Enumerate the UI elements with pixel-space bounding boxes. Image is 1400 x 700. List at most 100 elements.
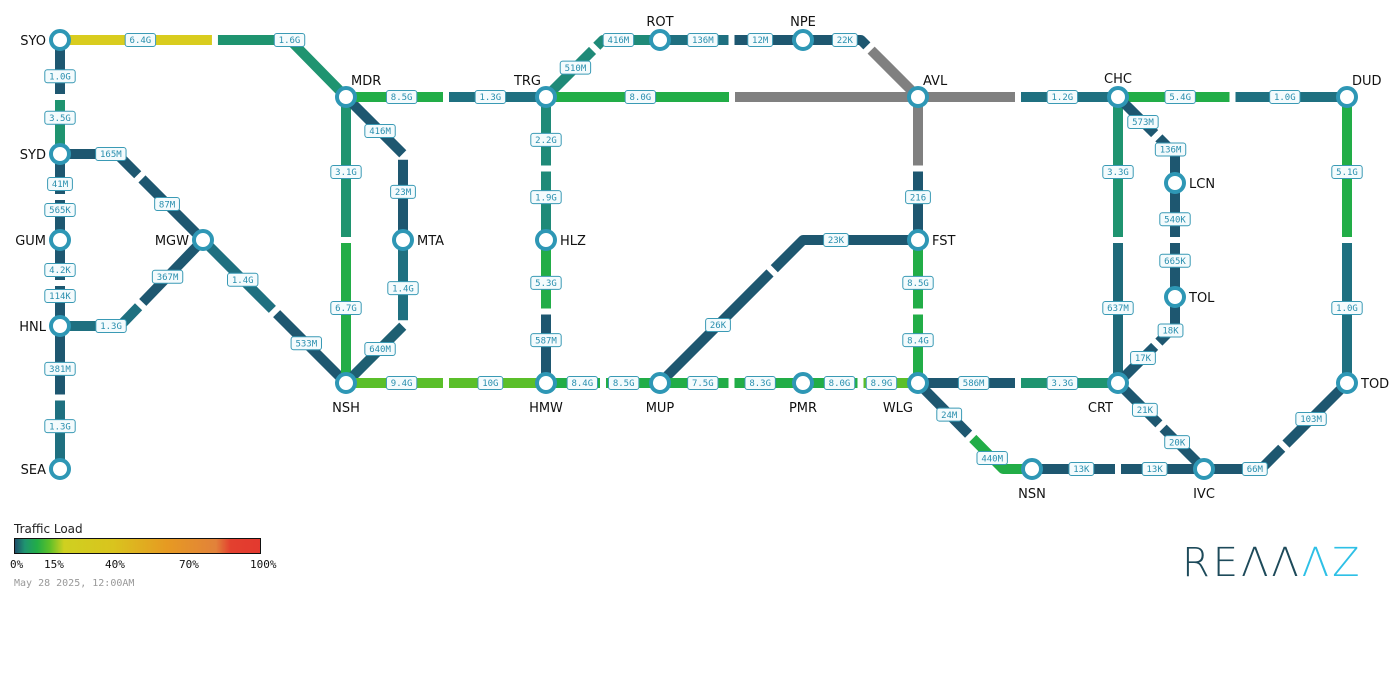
link-NPE-AVL-half-1[interactable]: [867, 46, 922, 101]
node-dud[interactable]: DUD: [1336, 74, 1382, 108]
link-label-box: [1331, 301, 1363, 315]
link-label-box: [44, 289, 76, 303]
node-circle[interactable]: [1193, 458, 1215, 480]
node-circle[interactable]: [649, 372, 671, 394]
link-label-box: [976, 451, 1008, 466]
link-label-text: 8.0G: [829, 379, 851, 389]
link-label: 3.1G: [330, 165, 362, 179]
node-circle[interactable]: [49, 229, 71, 251]
node-pmr[interactable]: PMR: [789, 372, 817, 416]
node-circle[interactable]: [1164, 286, 1186, 308]
node-label: SYO: [20, 34, 46, 49]
link-label-box: [1046, 90, 1079, 104]
node-label: IVC: [1193, 487, 1215, 502]
node-circle[interactable]: [907, 372, 929, 394]
node-circle[interactable]: [907, 229, 929, 251]
node-lcn[interactable]: LCN: [1164, 172, 1215, 194]
link-NPE-AVL-half-0[interactable]: [803, 35, 871, 50]
link-label-text: 533M: [295, 339, 317, 349]
node-sea[interactable]: SEA: [21, 458, 71, 480]
node-circle[interactable]: [792, 372, 814, 394]
node-mdr[interactable]: MDR: [335, 74, 381, 108]
node-nsn[interactable]: NSN: [1018, 458, 1046, 502]
node-circle[interactable]: [535, 372, 557, 394]
link-label: 381M: [44, 361, 76, 376]
link-label-box: [1131, 402, 1158, 417]
link-label-box: [530, 275, 562, 290]
node-circle[interactable]: [335, 86, 357, 108]
node-avl[interactable]: AVL: [907, 74, 948, 108]
node-circle[interactable]: [649, 29, 671, 51]
node-ivc[interactable]: IVC: [1193, 458, 1215, 502]
node-mta[interactable]: MTA: [392, 229, 444, 251]
node-crt[interactable]: CRT: [1088, 372, 1129, 416]
link-label: 103M: [1295, 411, 1327, 426]
link-MUP-FST-half-1[interactable]: [770, 235, 918, 273]
node-circle[interactable]: [335, 372, 357, 394]
link-label: 8.3G: [744, 376, 776, 390]
link-label-box: [227, 272, 259, 287]
node-circle[interactable]: [1107, 372, 1129, 394]
node-gum[interactable]: GUM: [15, 229, 71, 251]
node-circle[interactable]: [1021, 458, 1043, 480]
link-label: 66M: [1241, 462, 1268, 476]
link-label: 114K: [44, 289, 76, 303]
node-circle[interactable]: [535, 229, 557, 251]
node-mgw[interactable]: MGW: [155, 229, 214, 251]
node-wlg[interactable]: WLG: [883, 372, 929, 416]
node-circle[interactable]: [792, 29, 814, 51]
link-label-box: [1159, 253, 1191, 268]
link-label: 416M: [364, 124, 396, 139]
node-fst[interactable]: FST: [907, 229, 956, 251]
node-circle[interactable]: [1336, 372, 1358, 394]
node-rot[interactable]: ROT: [646, 15, 674, 51]
node-syo[interactable]: SYO: [20, 29, 71, 51]
node-circle[interactable]: [1107, 86, 1129, 108]
node-hmw[interactable]: HMW: [529, 372, 563, 416]
link-label-text: 367M: [157, 273, 179, 283]
link-label-text: 26K: [710, 321, 727, 331]
node-circle[interactable]: [49, 29, 71, 51]
node-circle[interactable]: [49, 315, 71, 337]
node-nsh[interactable]: NSH: [332, 372, 360, 416]
link-label-box: [530, 132, 562, 147]
link-label-text: 4.2K: [49, 266, 71, 276]
node-circle[interactable]: [49, 143, 71, 165]
link-SYO-MDR-half-1[interactable]: [217, 35, 350, 101]
link-label-box: [364, 341, 396, 356]
node-hlz[interactable]: HLZ: [535, 229, 586, 251]
link-label-text: 21K: [1137, 406, 1154, 416]
link-label: 1.0G: [1269, 90, 1301, 104]
node-circle[interactable]: [907, 86, 929, 108]
link-label-box: [1102, 165, 1134, 179]
link-label-text: 41M: [52, 180, 69, 190]
link-labels-layer: 6.4G 1.6G 1.0G 3.5G 41M 565K 4.2K 114K 381M 1.3G 1…: [44, 33, 1363, 476]
node-circle[interactable]: [392, 229, 414, 251]
node-circle[interactable]: [1164, 172, 1186, 194]
node-trg[interactable]: TRG: [513, 74, 557, 108]
node-mup[interactable]: MUP: [646, 372, 675, 416]
node-label: ROT: [646, 15, 673, 30]
node-circle[interactable]: [535, 86, 557, 108]
link-label-box: [1295, 411, 1327, 426]
link-label-text: 17K: [1135, 354, 1152, 364]
node-circle[interactable]: [192, 229, 214, 251]
link-label-box: [47, 177, 73, 191]
node-tol[interactable]: TOL: [1164, 286, 1215, 308]
node-label: MGW: [155, 234, 189, 249]
link-label: 640M: [364, 341, 396, 356]
link-label-text: 1.4G: [232, 276, 254, 286]
node-circle[interactable]: [1336, 86, 1358, 108]
link-label: 18K: [1157, 323, 1184, 338]
link-label: 637M: [1102, 301, 1134, 315]
link-label-text: 416M: [608, 36, 630, 46]
node-tod[interactable]: TOD: [1336, 372, 1389, 394]
link-label-box: [1159, 212, 1191, 227]
node-circle[interactable]: [49, 458, 71, 480]
link-label-box: [602, 33, 635, 47]
link-label-text: 573M: [1132, 118, 1154, 128]
node-chc[interactable]: CHC: [1104, 72, 1132, 108]
node-npe[interactable]: NPE: [790, 15, 816, 51]
node-hnl[interactable]: HNL: [19, 315, 71, 337]
node-syd[interactable]: SYD: [20, 143, 71, 165]
